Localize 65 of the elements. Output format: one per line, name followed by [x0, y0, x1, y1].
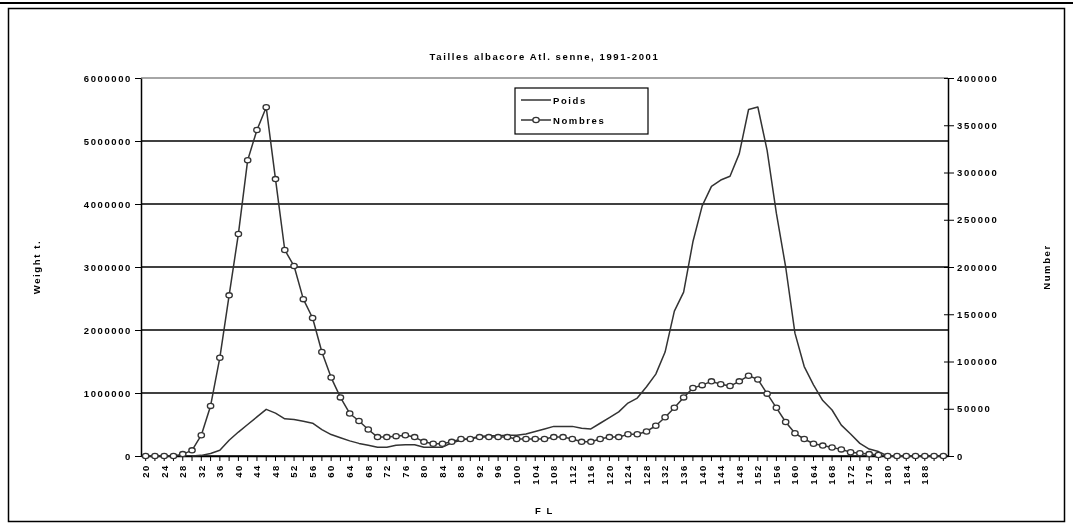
x-tick-label: 88 [455, 464, 467, 478]
x-tick-label: 156 [770, 464, 782, 485]
x-tick-label: 152 [752, 464, 764, 485]
x-tick-label: 24 [158, 464, 170, 478]
y-tick-label: 1000000 [83, 387, 132, 399]
x-tick-label: 116 [585, 464, 597, 485]
x-tick-label: 92 [473, 464, 485, 478]
x-tick-label: 68 [362, 464, 374, 478]
y-tick-label: 2000000 [83, 324, 132, 336]
x-tick-label: 148 [733, 464, 745, 485]
y2-tick-label: 400000 [957, 72, 999, 84]
x-tick-label: 96 [492, 464, 504, 478]
y2-tick-label: 350000 [957, 119, 999, 131]
x-tick-label: 168 [826, 464, 838, 485]
x-tick-label: 72 [381, 464, 393, 478]
x-tick-label: 112 [566, 464, 578, 485]
x-tick-label: 120 [603, 464, 615, 485]
x-tick-label: 184 [900, 464, 912, 485]
x-tick-label: 56 [306, 464, 318, 478]
x-tick-label: 124 [622, 464, 634, 485]
y-tick-label: 4000000 [83, 198, 132, 210]
y2-tick-label: 250000 [957, 214, 999, 226]
y-tick-label: 0 [125, 450, 132, 462]
y2-tick-label: 50000 [957, 403, 992, 415]
x-tick-label: 20 [139, 464, 151, 478]
y2-tick-label: 0 [957, 450, 964, 462]
x-tick-label: 104 [529, 464, 541, 485]
y2-tick-label: 200000 [957, 261, 999, 273]
x-tick-label: 144 [715, 464, 727, 485]
x-tick-label: 128 [640, 464, 652, 485]
x-tick-label: 80 [418, 464, 430, 478]
x-tick-label: 76 [399, 464, 411, 478]
y-axis-title: Weight t. [31, 239, 42, 295]
chart-title: Tailles albacore Atl. senne, 1991-2001 [429, 51, 660, 62]
legend-label: Poids [553, 94, 587, 106]
x-tick-label: 28 [177, 464, 189, 478]
x-axis-title: F L [534, 505, 555, 516]
x-tick-label: 108 [548, 464, 560, 485]
x-tick-label: 136 [677, 464, 689, 485]
x-tick-label: 36 [214, 464, 226, 478]
y2-tick-label: 300000 [957, 167, 999, 179]
x-tick-label: 32 [195, 464, 207, 478]
x-tick-label: 176 [863, 464, 875, 485]
x-tick-label: 64 [344, 464, 356, 478]
x-tick-label: 52 [288, 464, 300, 478]
y-tick-label: 3000000 [83, 261, 132, 273]
x-tick-label: 180 [882, 464, 894, 485]
x-tick-label: 60 [325, 464, 337, 478]
x-tick-label: 48 [269, 464, 281, 478]
y-tick-label: 6000000 [83, 72, 132, 84]
x-tick-label: 100 [511, 464, 522, 485]
x-tick-label: 172 [844, 464, 856, 485]
y2-axis-title: Number [1041, 244, 1052, 290]
y2-tick-label: 100000 [957, 356, 999, 368]
x-tick-label: 188 [919, 464, 931, 485]
x-tick-label: 44 [251, 464, 263, 478]
x-tick-label: 164 [807, 464, 819, 485]
x-tick-label: 40 [232, 464, 244, 478]
x-tick-label: 84 [436, 464, 448, 478]
y2-tick-label: 150000 [957, 308, 999, 320]
legend-label: Nombres [553, 114, 606, 126]
x-tick-label: 132 [659, 464, 671, 485]
y-tick-label: 5000000 [83, 135, 132, 147]
x-tick-label: 140 [696, 464, 708, 485]
x-tick-label: 160 [789, 464, 801, 485]
